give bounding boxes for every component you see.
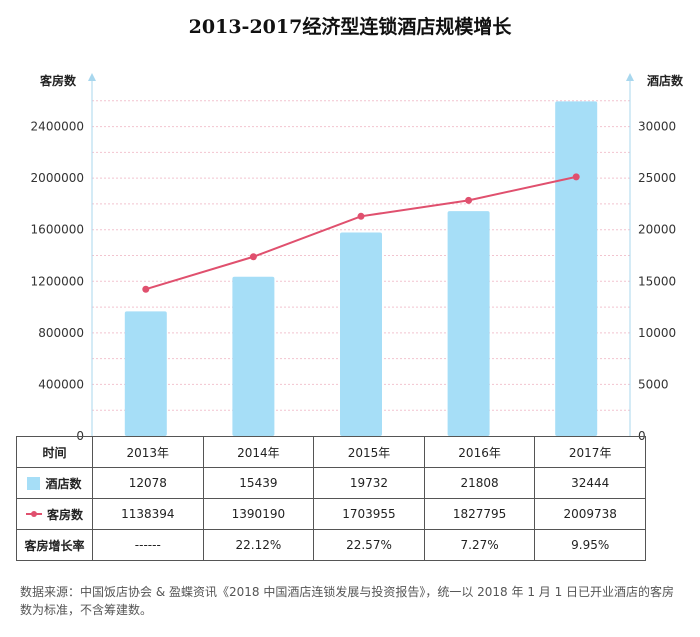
table-cell: 12078 xyxy=(92,467,204,499)
left-tick-label: 2400000 xyxy=(31,120,84,134)
point-rooms xyxy=(249,253,257,261)
table-cell: 22.57% xyxy=(313,529,425,561)
right-axis-arrow xyxy=(626,73,634,81)
left-tick-label: 2000000 xyxy=(31,171,84,185)
right-tick-label: 25000 xyxy=(638,171,676,185)
table-cell: 1390190 xyxy=(202,498,315,530)
left-tick-label: 800000 xyxy=(38,326,84,340)
table-cell: 2009738 xyxy=(534,498,646,530)
table-cell: 21808 xyxy=(423,467,536,499)
right-axis-title: 酒店数 xyxy=(647,73,684,88)
point-rooms xyxy=(142,285,150,293)
chart-title: 2013-2017经济型连锁酒店规模增长 xyxy=(188,16,512,38)
row-label-text: 客房数 xyxy=(46,507,83,522)
chart-plot: 客房数 酒店数 0 400000 800000 1200000 1600000 2000000… xyxy=(31,73,684,440)
table-year-cell: 2014年 xyxy=(202,436,315,468)
bar-hotels xyxy=(340,232,382,436)
table-row-hotels: 酒店数 12078 15439 19732 21808 32444 xyxy=(16,467,646,499)
table-year-cell: 2015年 xyxy=(313,436,425,468)
point-rooms xyxy=(572,173,580,181)
point-rooms xyxy=(357,212,365,220)
footnote: 数据来源：中国饭店协会 & 盈蝶资讯《2018 中国酒店连锁发展与投资报告》，统… xyxy=(20,585,675,617)
table-cell: 7.27% xyxy=(423,529,536,561)
table-cell: 9.95% xyxy=(534,529,646,561)
left-axis-title: 客房数 xyxy=(39,73,77,88)
bar-hotels xyxy=(555,101,598,436)
right-tick-label: 30000 xyxy=(638,120,676,134)
left-tick-label: 1200000 xyxy=(31,274,84,288)
row-label-text: 酒店数 xyxy=(45,476,82,491)
table-year-cell: 2017年 xyxy=(534,436,646,468)
bar-hotels xyxy=(232,276,275,436)
table-row-growth: 客房增长率 ------ 22.12% 22.57% 7.27% 9.95% xyxy=(16,529,646,561)
left-tick-label: 400000 xyxy=(38,377,84,391)
bar-hotels xyxy=(124,311,167,436)
legend-line-swatch xyxy=(25,510,42,517)
bar-hotels xyxy=(447,211,490,436)
table-cell: 15439 xyxy=(202,467,315,499)
table-row-label: 酒店数 xyxy=(16,467,93,499)
right-tick-label: 5000 xyxy=(638,377,669,391)
point-rooms xyxy=(465,196,473,204)
table-cell: 1703955 xyxy=(313,498,425,530)
row-label-text: 客房增长率 xyxy=(24,538,85,553)
table-year-cell: 2016年 xyxy=(423,436,536,468)
table-row-rooms: 客房数 1138394 1390190 1703955 1827795 2009738 xyxy=(16,498,646,530)
table-year-cell: 2013年 xyxy=(92,436,204,468)
data-table: 时间 2013年 2014年 2015年 2016年 2017年酒店数 12078 15439… xyxy=(16,436,646,561)
left-tick-label: 1600000 xyxy=(31,223,84,237)
right-tick-label: 0 xyxy=(638,429,646,440)
table-header-label: 时间 xyxy=(16,436,93,468)
right-tick-label: 15000 xyxy=(638,274,676,288)
table-header-row: 时间 2013年 2014年 2015年 2016年 2017年 xyxy=(16,436,646,468)
legend-bar-swatch xyxy=(27,476,41,490)
left-tick-label: 0 xyxy=(76,429,84,440)
right-tick-label: 10000 xyxy=(638,326,676,340)
table-row-label: 客房数 xyxy=(16,498,93,530)
table-cell: 1827795 xyxy=(423,498,536,530)
table-cell: 32444 xyxy=(534,467,646,499)
table-cell: 19732 xyxy=(313,467,425,499)
table-cell: 1138394 xyxy=(92,498,204,530)
table-cell: 22.12% xyxy=(202,529,315,561)
table-row-label: 客房增长率 xyxy=(16,529,93,561)
table-cell: ------ xyxy=(92,529,204,561)
right-tick-label: 20000 xyxy=(638,223,676,237)
left-axis-arrow xyxy=(88,73,96,81)
